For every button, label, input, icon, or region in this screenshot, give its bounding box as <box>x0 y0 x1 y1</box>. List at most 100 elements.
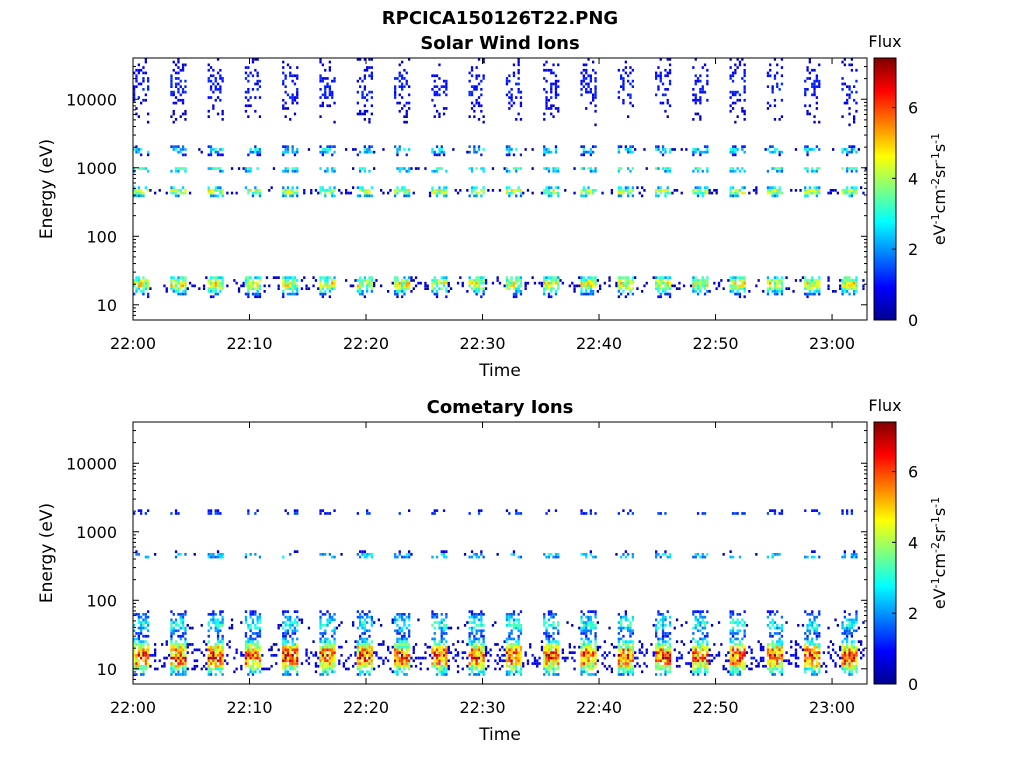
flux-cell <box>538 281 541 285</box>
flux-cell <box>622 656 625 660</box>
flux-cell <box>219 659 222 663</box>
flux-cell <box>508 150 511 154</box>
flux-cell <box>137 615 140 619</box>
flux-cell <box>624 71 627 75</box>
flux-cell <box>627 281 630 285</box>
flux-cell <box>480 88 483 91</box>
flux-cell <box>356 656 359 660</box>
flux-cell <box>408 615 411 619</box>
flux-cell <box>140 656 143 660</box>
flux-cell <box>554 85 558 88</box>
flux-cell <box>587 659 590 663</box>
flux-cell <box>319 624 322 627</box>
flux-cell <box>470 640 474 643</box>
flux-cell <box>284 643 287 646</box>
flux-cell <box>254 656 257 660</box>
figure-title: RPCICA150126T22.PNG <box>382 8 618 29</box>
flux-cell <box>140 290 143 293</box>
flux-cell <box>221 191 224 195</box>
flux-cell <box>620 659 623 663</box>
flux-cell <box>286 610 290 613</box>
flux-cell <box>743 281 746 285</box>
flux-cell <box>729 287 732 290</box>
flux-cell <box>408 632 411 635</box>
flux-cell <box>659 186 662 189</box>
flux-cell <box>359 186 362 189</box>
flux-cell <box>254 654 257 657</box>
flux-cell <box>580 626 583 630</box>
flux-cell <box>433 621 436 624</box>
flux-cell <box>557 656 560 660</box>
flux-cell <box>140 279 143 282</box>
flux-cell <box>843 63 846 67</box>
flux-cell <box>622 281 625 285</box>
flux-cell <box>328 287 331 290</box>
flux-cell <box>573 290 576 293</box>
flux-cell <box>440 189 443 192</box>
flux-cell <box>466 656 469 660</box>
flux-cell <box>331 662 334 665</box>
flux-cell <box>133 96 136 99</box>
flux-cell <box>615 553 618 556</box>
flux-cell <box>517 637 520 641</box>
flux-cell <box>617 167 620 170</box>
flux-cell <box>394 643 397 646</box>
flux-cell <box>554 673 558 676</box>
flux-cell <box>638 664 641 668</box>
flux-cell <box>435 654 439 657</box>
flux-cell <box>699 74 702 78</box>
flux-cell <box>657 295 660 299</box>
flux-cell <box>592 624 595 627</box>
flux-cell <box>780 66 784 69</box>
flux-cell <box>813 279 816 282</box>
flux-cell <box>475 98 478 102</box>
flux-cell <box>554 640 558 643</box>
flux-cell <box>855 90 858 94</box>
flux-cell <box>177 279 180 282</box>
flux-cell <box>659 667 662 671</box>
flux-cell <box>289 281 292 285</box>
flux-cell <box>780 58 784 61</box>
flux-cell <box>433 287 436 290</box>
flux-cell <box>699 96 702 99</box>
flux-cell <box>249 169 252 173</box>
flux-cell <box>447 667 450 671</box>
flux-cell <box>655 664 658 668</box>
flux-cell <box>594 276 597 279</box>
flux-cell <box>659 101 662 105</box>
flux-cell <box>212 654 215 657</box>
flux-cell <box>776 71 779 75</box>
flux-cell <box>235 648 238 652</box>
flux-cell <box>137 637 140 641</box>
flux-cell <box>582 77 585 80</box>
flux-cell <box>177 66 180 69</box>
flux-cell <box>554 276 558 279</box>
flux-cell <box>165 656 168 660</box>
flux-cell <box>244 654 248 657</box>
flux-cell <box>442 79 446 83</box>
flux-cell <box>408 555 411 559</box>
flux-cell <box>771 287 774 290</box>
flux-cell <box>442 509 446 512</box>
flux-cell <box>813 189 816 192</box>
flux-cell <box>547 555 551 559</box>
flux-cell <box>291 645 294 649</box>
flux-cell <box>237 167 241 170</box>
flux-cell <box>275 662 278 665</box>
flux-cell <box>184 281 187 285</box>
flux-cell <box>470 191 474 195</box>
flux-cell <box>373 284 376 288</box>
flux-cell <box>734 68 737 72</box>
flux-cell <box>552 632 555 635</box>
flux-cell <box>181 659 185 663</box>
flux-cell <box>219 90 222 94</box>
flux-cell <box>321 295 324 299</box>
flux-cell <box>256 153 259 157</box>
flux-cell <box>140 621 143 624</box>
flux-cell <box>587 189 590 192</box>
flux-cell <box>398 553 401 556</box>
flux-cell <box>207 634 210 638</box>
flux-cell <box>848 107 851 110</box>
flux-cell <box>370 662 373 665</box>
flux-cell <box>589 621 592 624</box>
